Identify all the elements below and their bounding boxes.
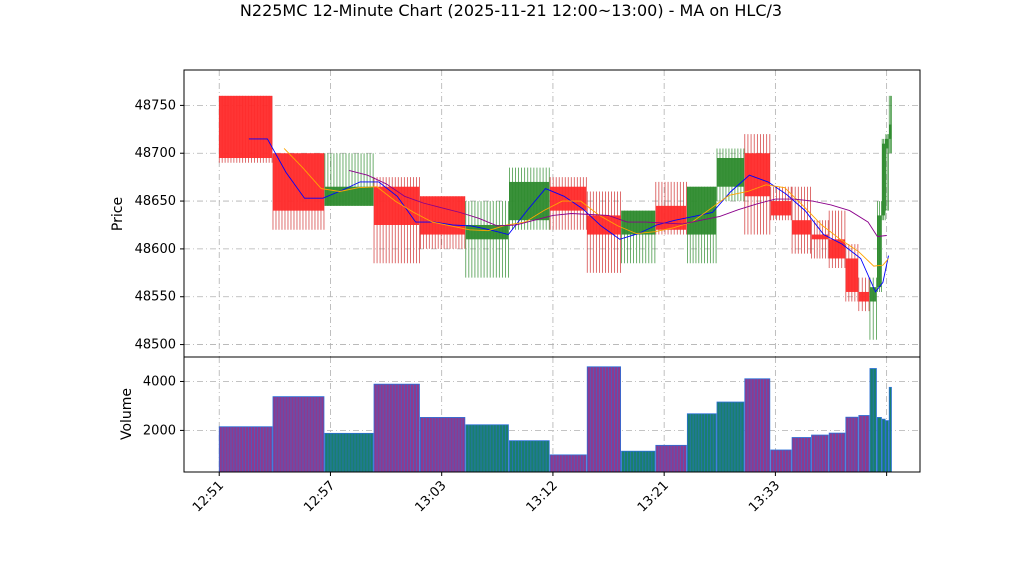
price-tick-label: 48550 xyxy=(135,290,176,305)
x-tick-label: 12:51 xyxy=(190,478,227,515)
volume-panel-frame xyxy=(183,356,921,473)
volume-bar xyxy=(420,417,465,472)
x-tick-label: 12:57 xyxy=(301,478,338,515)
volume-bar xyxy=(829,433,845,472)
down-candle-body xyxy=(792,220,811,235)
price-axis-label: Price xyxy=(110,197,126,231)
x-axis-ticks: 12:51 12:57 13:03 13:12 13:21 13:33 xyxy=(190,472,888,515)
price-grid xyxy=(184,70,920,357)
price-tick-label: 48750 xyxy=(135,98,176,113)
down-candle-body xyxy=(655,205,687,230)
price-tick-label: 48650 xyxy=(135,194,176,209)
candle-bodies xyxy=(219,95,892,302)
volume-bar xyxy=(509,440,550,472)
x-tick-label: 13:21 xyxy=(635,478,672,515)
volume-bar xyxy=(877,417,882,472)
volume-tick-label: 4000 xyxy=(143,374,176,389)
up-candle-body xyxy=(687,186,717,235)
price-tick-label: 48500 xyxy=(135,338,176,353)
up-candle-body xyxy=(877,215,882,288)
down-candle-body xyxy=(811,234,829,240)
volume-bar xyxy=(770,449,792,472)
volume-axis-label: Volume xyxy=(119,388,135,440)
down-candle-body xyxy=(744,153,770,197)
up-candle-body xyxy=(882,143,886,216)
x-tick-label: 13:33 xyxy=(746,478,783,515)
down-candle-body xyxy=(858,291,870,302)
down-candle-body xyxy=(845,258,858,292)
price-tick-label: 48700 xyxy=(135,146,176,161)
volume-bar xyxy=(885,420,889,472)
ma-fast-line xyxy=(248,138,889,293)
volume-bar xyxy=(882,419,886,472)
price-tick-label: 48600 xyxy=(135,242,176,257)
moving-average-lines xyxy=(248,138,889,293)
chart-title: N225MC 12-Minute Chart (2025-11-21 12:00… xyxy=(239,1,783,20)
up-candle-body xyxy=(716,158,744,187)
volume-bar xyxy=(716,402,744,472)
down-candle-body xyxy=(829,239,845,259)
volume-bar xyxy=(621,451,655,472)
x-tick-label: 13:12 xyxy=(524,478,561,515)
up-candle-body xyxy=(465,224,509,240)
volume-bar xyxy=(272,396,324,472)
ma-slow-line xyxy=(348,169,887,237)
price-panel-frame xyxy=(183,69,921,358)
up-candle-body xyxy=(621,210,655,235)
candle-wicks xyxy=(218,95,892,340)
down-candle-body xyxy=(219,95,273,159)
volume-bar xyxy=(587,366,621,472)
x-tick-label: 13:03 xyxy=(412,478,449,515)
volume-bar xyxy=(374,384,420,472)
down-candle-body xyxy=(420,196,465,235)
down-candle-body xyxy=(770,201,792,216)
volume-tick-label: 2000 xyxy=(143,423,176,438)
up-candle-body xyxy=(885,138,889,149)
up-candle-body xyxy=(889,124,892,139)
down-candle-body xyxy=(374,186,420,225)
volume-bar xyxy=(889,387,892,472)
volume-bar xyxy=(858,415,870,472)
up-candle-body xyxy=(509,181,550,221)
y-axis-ticks: 48500 48550 48600 48650 48700 48750 2000 4000 xyxy=(135,98,184,438)
up-candle-body xyxy=(869,287,877,302)
volume-bars xyxy=(218,366,892,473)
